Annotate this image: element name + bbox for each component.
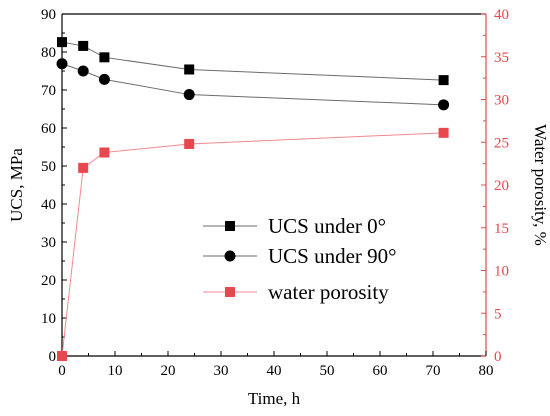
- x-tick-label: 20: [161, 363, 176, 379]
- data-point: [438, 99, 450, 111]
- series-0: [57, 37, 449, 86]
- y2-axis-title: Water porosity, %: [531, 124, 550, 246]
- series-1: [56, 58, 450, 111]
- y-tick-label: 20: [41, 273, 56, 289]
- data-point: [99, 52, 110, 63]
- x-axis: 0 10 20 30 40 50 60 70 80: [58, 351, 494, 379]
- data-point: [99, 147, 110, 158]
- series-line: [61, 63, 444, 106]
- series-layer: [56, 37, 450, 361]
- y2-tick-label: 5: [494, 306, 502, 322]
- y-tick-label: 50: [41, 159, 56, 175]
- legend-marker: [224, 250, 236, 262]
- legend-label: water porosity: [268, 280, 389, 304]
- data-point: [56, 58, 68, 70]
- data-point: [57, 37, 67, 48]
- x-tick-label: 40: [267, 363, 282, 379]
- data-point: [57, 351, 67, 361]
- y-tick-label: 30: [41, 235, 56, 251]
- y2-tick-label: 20: [494, 178, 509, 194]
- y2-tick-label: 0: [494, 349, 502, 365]
- y2-tick-label: 30: [494, 93, 509, 109]
- y-tick-label: 0: [49, 349, 57, 365]
- y2-tick-label: 35: [494, 50, 509, 66]
- y2-tick-label: 40: [494, 7, 509, 23]
- data-point: [184, 64, 195, 75]
- legend-marker: [225, 221, 235, 231]
- plot-frame: [61, 13, 487, 357]
- data-point: [438, 127, 449, 138]
- data-point: [183, 89, 195, 101]
- data-point: [77, 65, 89, 77]
- data-point: [98, 73, 110, 85]
- y-tick-label: 70: [41, 83, 56, 99]
- x-tick-label: 10: [108, 363, 123, 379]
- y2-tick-label: 25: [494, 135, 509, 151]
- x-tick-label: 30: [214, 363, 229, 379]
- y-tick-label: 80: [41, 45, 56, 61]
- y-tick-label: 10: [41, 311, 56, 327]
- y2-tick-label: 15: [494, 221, 509, 237]
- y-axis-right: 0 5 10 15 20 25 30 35 40: [481, 7, 509, 365]
- y-tick-label: 40: [41, 197, 56, 213]
- legend-marker: [225, 287, 235, 297]
- y-tick-label: 90: [41, 7, 56, 23]
- x-tick-label: 60: [373, 363, 388, 379]
- legend-label: UCS under 90°: [268, 244, 397, 268]
- y-tick-label: 60: [41, 121, 56, 137]
- legend: UCS under 0° UCS under 90° water porosity: [203, 214, 397, 304]
- legend-label: UCS under 0°: [268, 214, 386, 238]
- x-tick-label: 0: [58, 363, 66, 379]
- series-line: [61, 41, 444, 81]
- y-axis-title: UCS, MPa: [7, 148, 26, 222]
- series-2: [57, 127, 449, 361]
- x-axis-title: Time, h: [248, 389, 301, 408]
- x-tick-label: 70: [426, 363, 441, 379]
- data-point: [78, 40, 89, 51]
- x-tick-label: 50: [320, 363, 335, 379]
- x-tick-label: 80: [479, 363, 494, 379]
- data-point: [438, 75, 449, 86]
- data-point: [78, 162, 89, 173]
- data-point: [184, 138, 195, 149]
- y2-tick-label: 10: [494, 264, 509, 280]
